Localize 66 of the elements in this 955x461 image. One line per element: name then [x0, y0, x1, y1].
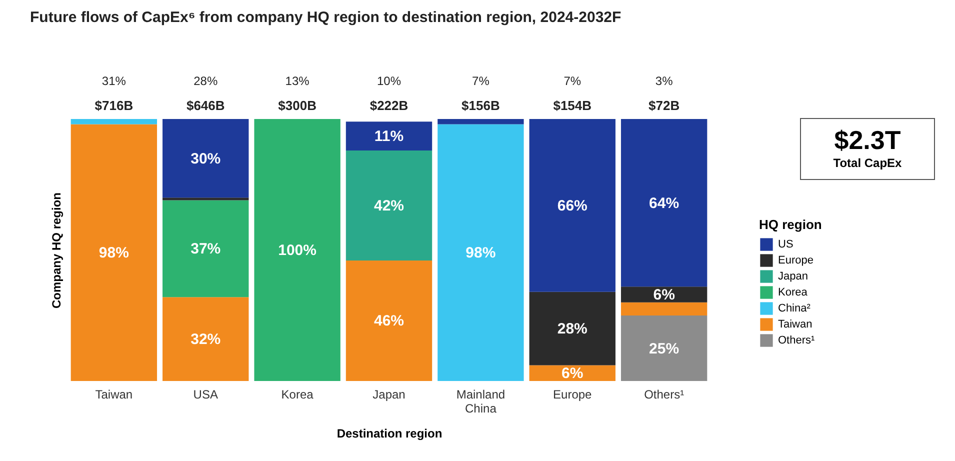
data-label: 66% — [557, 197, 588, 214]
data-label: 11% — [374, 128, 404, 146]
bar — [162, 297, 249, 381]
bar — [529, 292, 616, 366]
x-tick-label: Japan — [372, 388, 406, 402]
bar — [346, 122, 432, 150]
text: 31% — [102, 74, 126, 88]
text: $300B — [278, 98, 316, 113]
y-axis-title: Company HQ region — [50, 192, 64, 309]
text-box: $2.3T Total CapEx — [800, 118, 935, 180]
data-label: 6% — [653, 286, 675, 304]
bar — [438, 119, 524, 124]
bar — [162, 198, 249, 200]
text: $646B — [186, 98, 225, 113]
legend-label: China² — [778, 302, 811, 314]
data-label: 42% — [374, 197, 404, 214]
bar — [162, 200, 249, 298]
x-tick-label: Europe — [553, 388, 592, 402]
bar — [70, 119, 158, 124]
text: $222B — [370, 98, 408, 113]
text: 10% — [376, 74, 402, 88]
text: 13% — [285, 74, 310, 88]
bar — [529, 119, 616, 292]
bar — [620, 119, 708, 287]
x-tick-label: Others¹ — [644, 388, 684, 402]
text: 3% — [655, 74, 674, 88]
bar — [346, 150, 432, 260]
text: 7% — [564, 74, 582, 88]
legend-label: Japan — [778, 270, 808, 282]
text: $154B — [553, 98, 592, 113]
legend-label: Taiwan — [778, 318, 812, 330]
data-label: 30% — [190, 150, 221, 168]
chart-title: Future flows of CapEx⁶ from company HQ region to destination region, 2024-2032F — [30, 9, 622, 26]
text: $716B — [94, 98, 134, 113]
text: $72B — [648, 98, 680, 113]
text: 28% — [194, 74, 218, 88]
bar — [346, 260, 432, 381]
text: 7% — [472, 74, 490, 88]
bar — [162, 119, 249, 198]
data-label: 100% — [278, 242, 316, 259]
data-label: 37% — [190, 240, 221, 258]
bar — [620, 286, 708, 302]
data-label: 6% — [562, 365, 584, 382]
x-tick-label: Taiwan — [95, 388, 133, 402]
bar — [620, 302, 708, 316]
legend-label: Others¹ — [778, 334, 816, 346]
legend-label: US — [778, 238, 794, 250]
bar — [620, 316, 708, 381]
data-label: 46% — [374, 312, 404, 330]
bar — [70, 124, 158, 381]
bar — [254, 119, 340, 381]
data-label: 98% — [98, 244, 129, 262]
data-label: 64% — [649, 194, 680, 212]
data-label: 32% — [190, 331, 221, 348]
x-tick-label: USA — [193, 388, 218, 402]
x-tick-label: Korea — [281, 388, 314, 402]
data-label: 98% — [466, 244, 496, 262]
legend-label: Europe — [778, 254, 814, 266]
bar — [438, 124, 524, 381]
x-axis-title: Destination region — [336, 426, 442, 440]
data-label: 28% — [557, 320, 588, 338]
x-tick-label: Mainland China — [456, 388, 506, 416]
legend-label: Korea — [778, 286, 808, 298]
legend-title: HQ region — [759, 217, 822, 232]
data-label: 25% — [649, 340, 680, 358]
text: $156B — [462, 98, 500, 113]
